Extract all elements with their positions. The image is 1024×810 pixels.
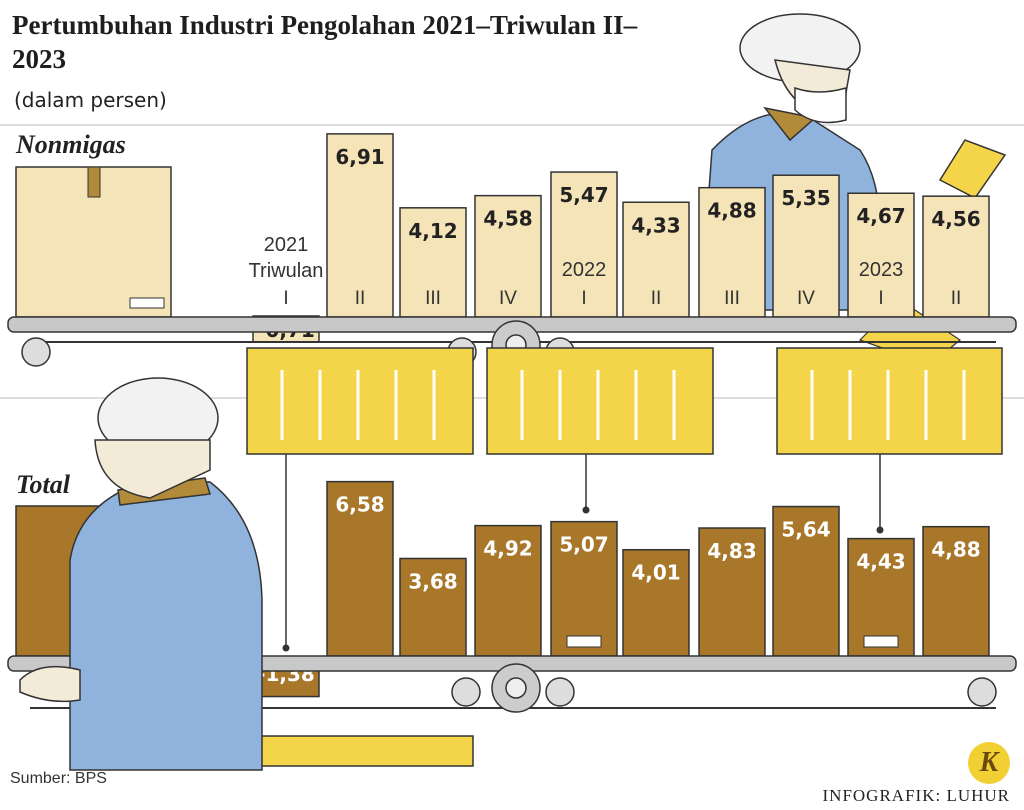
nonmigas-bar	[922, 195, 990, 318]
chart-subtitle: (dalam persen)	[14, 88, 167, 112]
total-value-label: 4,83	[707, 539, 756, 563]
crate-illustrations	[246, 347, 1003, 767]
source-note: Sumber: BPS	[10, 770, 107, 787]
total-bar	[622, 548, 690, 657]
bar-tag	[566, 635, 602, 648]
total-bar	[399, 557, 467, 657]
connector-dot	[582, 506, 590, 514]
total-bar	[326, 480, 394, 657]
total-value-label: 5,64	[781, 518, 830, 542]
nonmigas-bar	[399, 207, 467, 318]
total-value-label: 4,88	[931, 538, 980, 562]
quarter-label: IV	[499, 288, 517, 309]
nonmigas-value-label: 5,35	[781, 186, 830, 210]
total-bar	[550, 520, 618, 657]
nonmigas-value-label: 6,91	[335, 145, 384, 169]
total-bars: -1,386,583,684,92 5,074,014,835,644,43 4,8…	[252, 480, 990, 698]
total-value-label: 6,58	[335, 493, 384, 517]
total-value-label: 4,92	[483, 537, 532, 561]
nonmigas-bar	[326, 133, 394, 318]
year-label: 2021	[264, 234, 309, 256]
connector-dot	[876, 526, 884, 534]
quarter-label: II	[651, 288, 662, 309]
nonmigas-value-label: 4,56	[931, 207, 980, 231]
nonmigas-value-label: 5,47	[559, 183, 608, 207]
total-value-label: 3,68	[408, 569, 457, 593]
quarter-label: II	[951, 288, 962, 309]
worker-illustration-bottom	[19, 377, 263, 771]
nonmigas-bar	[698, 186, 766, 318]
quarter-label: I	[878, 288, 883, 309]
section-label-total: Total	[16, 470, 70, 499]
total-value-label: 4,01	[631, 561, 680, 585]
nonmigas-bar	[847, 192, 915, 318]
quarter-label: III	[425, 288, 441, 309]
chart-title: Pertumbuhan Industri Pengolahan 2021–Tri…	[12, 10, 638, 74]
nonmigas-value-label: 4,33	[631, 213, 680, 237]
nonmigas-value-label: 4,58	[483, 207, 532, 231]
quarter-label: II	[355, 288, 366, 309]
nonmigas-value-label: 4,67	[856, 204, 905, 228]
quarter-label: I	[283, 288, 288, 309]
nonmigas-bar	[622, 201, 690, 318]
total-bar	[922, 525, 990, 657]
year-label: 2023	[859, 259, 904, 281]
nonmigas-bar	[474, 194, 542, 318]
section-label-nonmigas: Nonmigas	[16, 130, 126, 159]
nonmigas-bar	[550, 171, 618, 318]
total-value-label: 5,07	[559, 533, 608, 557]
infographic-credit: INFOGRAFIK: LUHUR	[822, 786, 1010, 805]
total-value-label: 4,43	[856, 550, 905, 574]
nonmigas-bar	[772, 174, 840, 318]
connector-dot	[282, 644, 290, 652]
total-bar	[698, 527, 766, 657]
cardboard-box-illustration	[15, 166, 172, 318]
connector-lines	[285, 454, 881, 648]
total-bar	[474, 524, 542, 657]
quarter-label: I	[581, 288, 586, 309]
quarter-label: IV	[797, 288, 815, 309]
nonmigas-value-label: 4,88	[707, 199, 756, 223]
quarter-label: III	[724, 288, 740, 309]
publisher-logo: K	[968, 742, 1010, 784]
period-label: Triwulan	[249, 260, 324, 282]
bar-tag	[863, 635, 899, 648]
nonmigas-bars: -0,716,914,124,585,474,334,885,354,674,5…	[249, 133, 990, 343]
year-label: 2022	[562, 259, 607, 281]
nonmigas-value-label: 4,12	[408, 219, 457, 243]
